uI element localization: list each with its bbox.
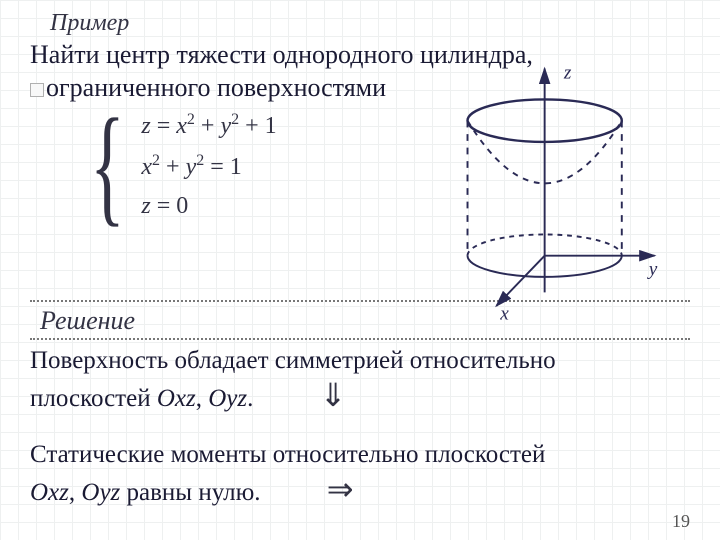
para1-line2: плоскостей Oxz, Oyz. xyxy=(30,385,260,412)
plane-oyz-1: Oyz xyxy=(208,385,247,412)
solution-heading: Решение xyxy=(40,306,135,336)
y-axis-label: y xyxy=(647,259,658,280)
x-axis xyxy=(496,256,544,306)
divider-2 xyxy=(30,338,690,340)
para1-line1: Поверхность обладает симметрией относите… xyxy=(30,347,556,374)
equations-list: z = x2 + y2 + 1 x2 + y2 = 1 z = 0 xyxy=(141,111,276,220)
cylinder-diagram: z y x xyxy=(400,58,670,328)
down-arrow-icon: ⇓ xyxy=(320,377,347,413)
equation-3: z = 0 xyxy=(141,193,276,220)
plane-oxz-2: Oxz xyxy=(30,479,69,506)
para2-line1: Статические моменты относительно плоскос… xyxy=(30,441,545,468)
z-axis-label: z xyxy=(563,62,572,83)
brace-icon: { xyxy=(90,106,125,225)
placeholder-icon xyxy=(30,83,44,97)
para2-suffix: равны нулю. xyxy=(120,479,260,506)
x-axis-label: x xyxy=(499,303,509,324)
slide-number: 19 xyxy=(672,511,690,532)
equation-2: x2 + y2 = 1 xyxy=(141,152,276,181)
plane-oyz-2: Oyz xyxy=(81,479,120,506)
plane-oxz-1: Oxz xyxy=(157,385,196,412)
para1-prefix: плоскостей xyxy=(30,385,157,412)
paragraph-2: Статические моменты относительно плоскос… xyxy=(30,440,690,508)
problem-line2-wrap: ограниченного поверхностями xyxy=(30,73,386,102)
example-heading: Пример xyxy=(50,10,690,37)
right-arrow-icon: ⇒ xyxy=(327,471,354,507)
equation-system: { z = x2 + y2 + 1 x2 + y2 = 1 z = 0 xyxy=(90,106,277,225)
equation-1: z = x2 + y2 + 1 xyxy=(141,111,276,140)
para2-line2: Oxz, Oyz равны нулю. xyxy=(30,479,267,506)
problem-line2: ограниченного поверхностями xyxy=(46,73,386,102)
paragraph-1: Поверхность обладает симметрией относите… xyxy=(30,346,690,414)
